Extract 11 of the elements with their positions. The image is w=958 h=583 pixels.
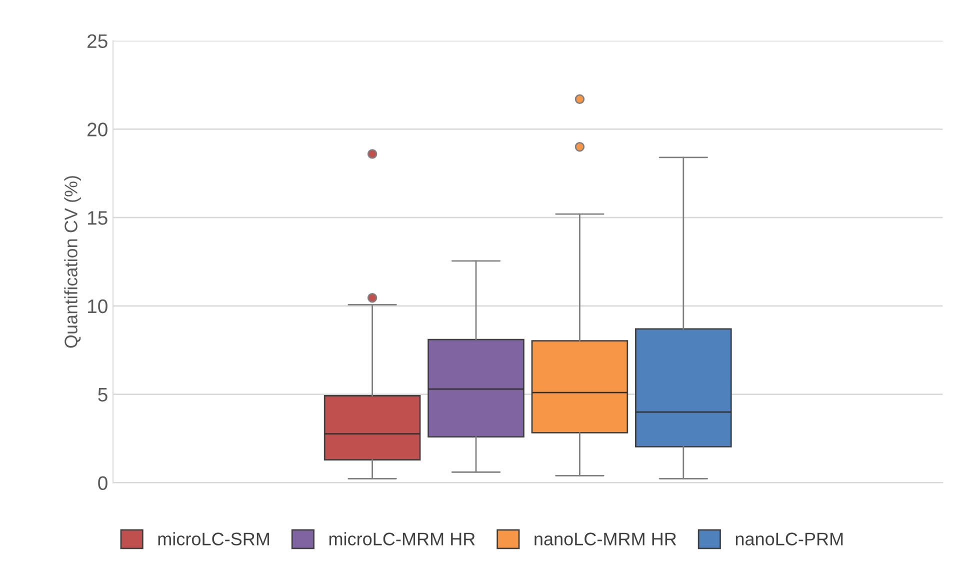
legend-label: nanoLC-MRM HR (534, 532, 676, 546)
y-tick-label: 20 (88, 122, 108, 136)
legend-label: nanoLC-PRM (736, 532, 843, 546)
y-tick-label: 0 (98, 476, 108, 490)
y-axis-title: Quantification CV (%) (64, 176, 81, 348)
y-tick-label: 10 (88, 299, 108, 314)
legend-label: microLC-SRM (158, 532, 269, 546)
y-tick-label: 5 (98, 388, 108, 402)
y-tick-label: 25 (88, 34, 108, 48)
y-tick-label: 15 (88, 211, 108, 225)
legend-label: microLC-MRM HR (329, 532, 475, 546)
